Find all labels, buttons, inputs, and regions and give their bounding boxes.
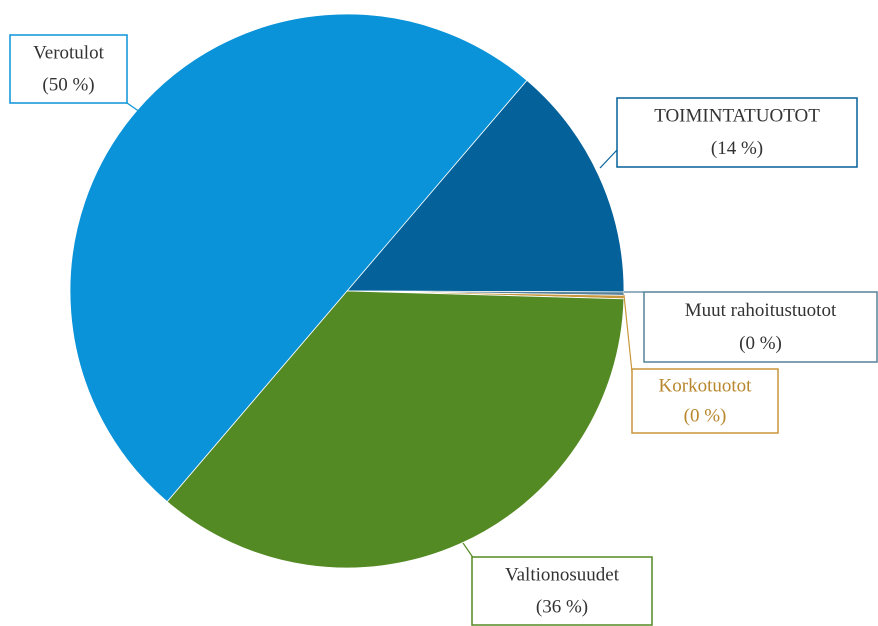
slice-value-label: (0 %) <box>739 333 782 354</box>
label-box <box>616 97 858 168</box>
slice-label: Korkotuotot <box>659 375 753 396</box>
slice-label: Muut rahoitustuotot <box>685 300 837 321</box>
slice-value-label: (50 %) <box>42 74 94 95</box>
slice-value-label: (14 %) <box>711 138 763 159</box>
slice-label: Verotulot <box>33 42 104 63</box>
leader-line <box>623 294 633 373</box>
slice-label: Valtionosuudet <box>505 564 620 585</box>
leader-line <box>126 102 141 113</box>
pie-slice <box>166 290 625 569</box>
slice-label: TOIMINTATUOTOT <box>654 106 820 127</box>
slice-value-label: (0 %) <box>684 405 727 426</box>
slice-value-label: (36 %) <box>536 596 588 617</box>
label-box <box>9 34 128 104</box>
pie-slice <box>346 79 625 293</box>
label-box <box>643 291 878 363</box>
label-box <box>631 368 779 434</box>
leader-line <box>599 149 618 169</box>
pie-slice <box>69 13 528 503</box>
label-box <box>471 556 653 626</box>
